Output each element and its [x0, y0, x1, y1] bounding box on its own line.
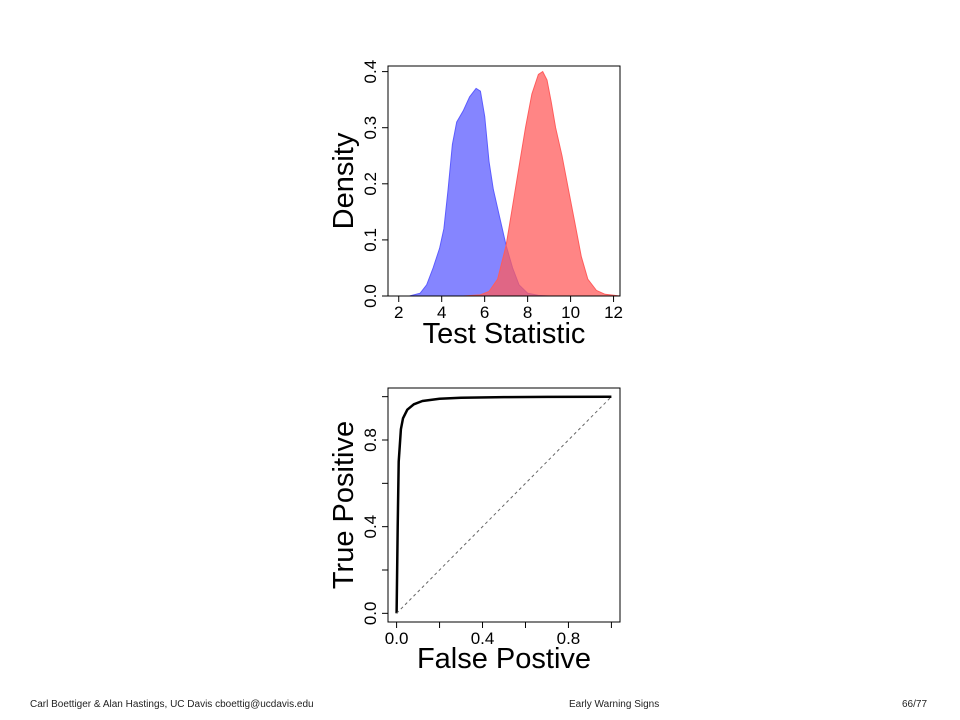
x-tick-label: 12 [604, 303, 623, 322]
y-axis-title: True Positive [328, 421, 360, 589]
x-tick-label: 0.8 [557, 629, 581, 648]
plot-frame [387, 387, 621, 623]
y-tick-label: 0.0 [361, 602, 380, 626]
x-axis-title: False Postive [417, 643, 591, 675]
x-tick-label: 0.0 [385, 629, 409, 648]
y-tick-label: 0.4 [361, 60, 380, 84]
y-tick-label: 0.4 [361, 515, 380, 539]
density-area-red [463, 70, 621, 297]
x-tick-label: 0.4 [471, 629, 495, 648]
figure-canvas: 2 4 6 8 10 12 0.0 0.1 0.2 0.3 0.4 Test Statistic Den… [328, 60, 623, 675]
y-tick-label: 0.3 [361, 116, 380, 140]
y-tick-label: 0.2 [361, 172, 380, 196]
footer-page-number: 66/77 [902, 699, 928, 710]
plot-frame [387, 65, 621, 297]
density-plot: 2 4 6 8 10 12 0.0 0.1 0.2 0.3 0.4 Test Statistic Den… [328, 60, 623, 350]
y-axis-title: Density [328, 132, 360, 229]
x-tick-label: 10 [561, 303, 580, 322]
x-tick-label: 6 [480, 303, 489, 322]
x-axis-title: Test Statistic [423, 318, 586, 350]
y-tick-label: 0.1 [361, 228, 380, 252]
roc-curve [395, 395, 612, 614]
y-tick-label: 0.8 [361, 428, 380, 452]
x-tick-label: 2 [394, 303, 403, 322]
roc-diagonal-line [396, 396, 612, 614]
footer-title: Early Warning Signs [569, 699, 660, 710]
x-tick-label: 4 [437, 303, 446, 322]
x-tick-label: 8 [523, 303, 532, 322]
y-tick-label: 0.0 [361, 284, 380, 308]
footer-authors: Carl Boettiger & Alan Hastings, UC Davis… [30, 699, 314, 710]
